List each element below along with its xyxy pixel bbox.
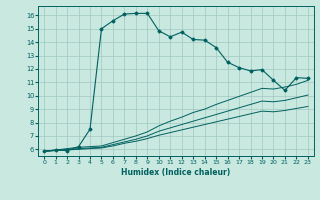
X-axis label: Humidex (Indice chaleur): Humidex (Indice chaleur) [121,168,231,177]
